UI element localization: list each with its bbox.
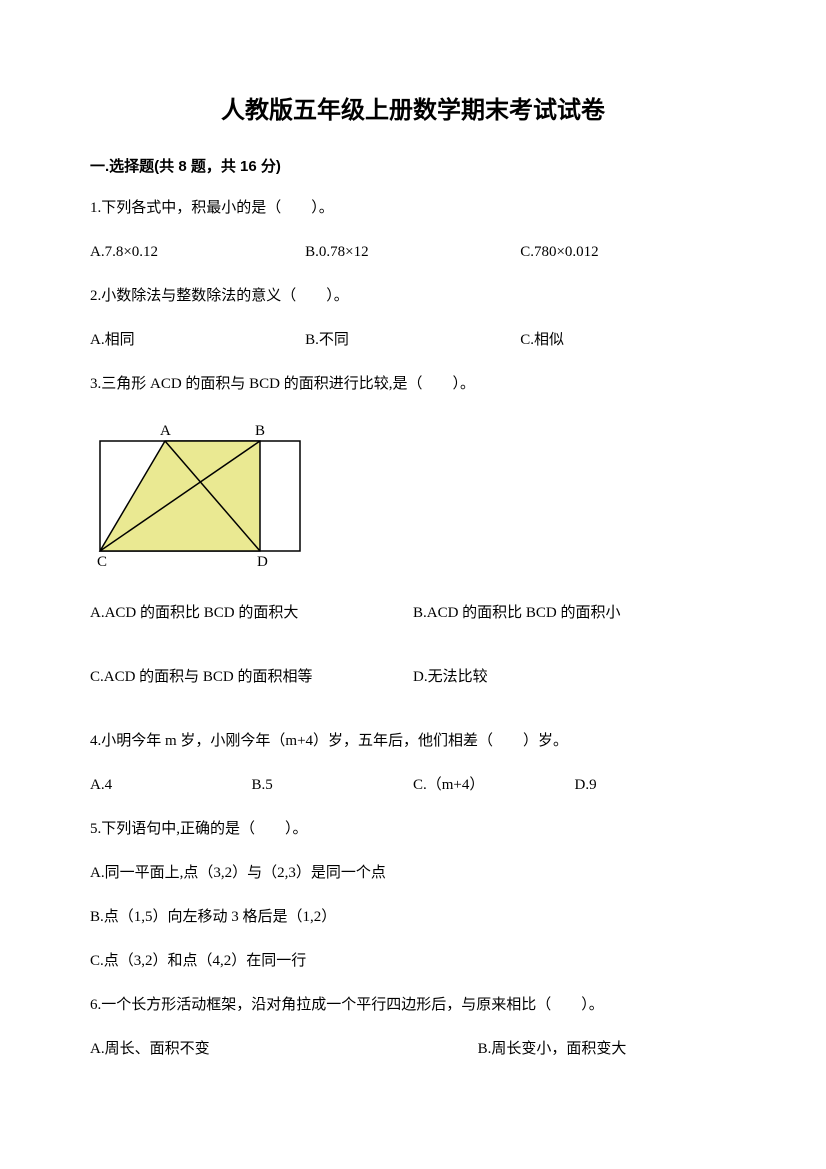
q6-option-b: B.周长变小，面积变大 (478, 1037, 736, 1061)
q4-option-c: C.（m+4） (413, 773, 575, 797)
q1-options: A.7.8×0.12 B.0.78×12 C.780×0.012 (90, 240, 736, 264)
q3-option-a: A.ACD 的面积比 BCD 的面积大 (90, 601, 413, 625)
q6-option-a: A.周长、面积不变 (90, 1037, 478, 1061)
question-1: 1.下列各式中，积最小的是（ ）。 (90, 196, 736, 220)
q2-option-c: C.相似 (520, 328, 735, 352)
q1-option-b: B.0.78×12 (305, 240, 520, 264)
q1-option-c: C.780×0.012 (520, 240, 735, 264)
q3-option-d: D.无法比较 (413, 665, 736, 689)
q5-option-a: A.同一平面上,点（3,2）与（2,3）是同一个点 (90, 861, 736, 885)
question-4: 4.小明今年 m 岁，小刚今年（m+4）岁，五年后，他们相差（ ）岁。 (90, 729, 736, 753)
q3-option-c: C.ACD 的面积与 BCD 的面积相等 (90, 665, 413, 689)
q1-option-a: A.7.8×0.12 (90, 240, 305, 264)
q4-options: A.4 B.5 C.（m+4） D.9 (90, 773, 736, 797)
question-2: 2.小数除法与整数除法的意义（ ）。 (90, 284, 736, 308)
question-6: 6.一个长方形活动框架，沿对角拉成一个平行四边形后，与原来相比（ ）。 (90, 993, 736, 1017)
svg-text:D: D (257, 554, 268, 566)
q5-option-c: C.点（3,2）和点（4,2）在同一行 (90, 949, 736, 973)
q6-options: A.周长、面积不变 B.周长变小，面积变大 (90, 1037, 736, 1061)
q4-option-b: B.5 (252, 773, 414, 797)
svg-text:C: C (97, 554, 107, 566)
question-3: 3.三角形 ACD 的面积与 BCD 的面积进行比较,是（ ）。 (90, 372, 736, 396)
q2-option-b: B.不同 (305, 328, 520, 352)
section-header: 一.选择题(共 8 题，共 16 分) (90, 155, 736, 176)
q2-option-a: A.相同 (90, 328, 305, 352)
q3-option-b: B.ACD 的面积比 BCD 的面积小 (413, 601, 736, 625)
q5-option-b: B.点（1,5）向左移动 3 格后是（1,2） (90, 905, 736, 929)
page-title: 人教版五年级上册数学期末考试试卷 (90, 90, 736, 125)
q4-option-a: A.4 (90, 773, 252, 797)
svg-text:B: B (255, 423, 265, 439)
geometry-diagram-svg: A B C D (90, 416, 310, 566)
q4-option-d: D.9 (575, 773, 737, 797)
q2-options: A.相同 B.不同 C.相似 (90, 328, 736, 352)
q3-options-row2: C.ACD 的面积与 BCD 的面积相等 D.无法比较 (90, 665, 736, 689)
svg-text:A: A (160, 423, 171, 439)
q3-options-row1: A.ACD 的面积比 BCD 的面积大 B.ACD 的面积比 BCD 的面积小 (90, 601, 736, 625)
triangle-diagram: A B C D (90, 416, 736, 571)
question-5: 5.下列语句中,正确的是（ ）。 (90, 817, 736, 841)
